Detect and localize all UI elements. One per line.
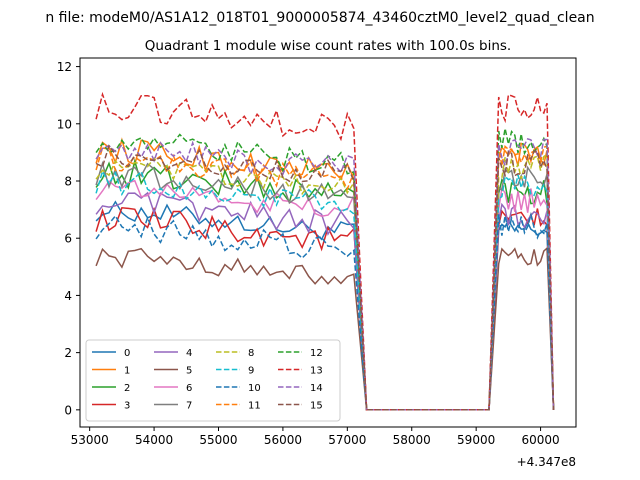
x-axis: 53000 54000 55000 56000 57000 58000 59000 60000 (71, 427, 560, 447)
legend-box (85, 339, 341, 422)
series-line-9 (95, 169, 555, 411)
legend-label-6: 6 (186, 383, 192, 394)
y-tick-label: 8 (64, 175, 72, 189)
figure-suptitle: n file: modeM0/AS1A12_018T01_9000005874_… (45, 10, 594, 26)
series-line-6 (95, 179, 555, 411)
legend-label-10: 10 (248, 383, 261, 394)
series-line-4 (95, 191, 555, 411)
x-tick-label: 57000 (328, 433, 366, 447)
series-layer (95, 91, 555, 411)
legend-label-0: 0 (124, 348, 130, 359)
y-tick-label: 6 (64, 232, 72, 246)
series-line-15 (95, 144, 555, 411)
y-axis: 0 2 4 6 8 10 12 (57, 60, 80, 417)
series-line-14 (95, 138, 555, 411)
y-tick-label: 12 (57, 60, 72, 74)
series-line-10 (95, 211, 555, 411)
legend-label-5: 5 (186, 366, 192, 377)
series-line-7 (95, 160, 555, 411)
legend-label-12: 12 (310, 348, 323, 359)
legend-label-3: 3 (124, 401, 130, 412)
legend-label-1: 1 (124, 366, 130, 377)
y-tick-label: 0 (64, 403, 72, 417)
y-tick-label: 10 (57, 117, 72, 131)
series-line-8 (95, 152, 555, 411)
x-tick-label: 53000 (71, 433, 109, 447)
series-line-3 (95, 206, 555, 411)
x-tick-label: 60000 (521, 433, 559, 447)
x-tick-label: 56000 (264, 433, 302, 447)
legend-label-8: 8 (248, 348, 254, 359)
legend-label-15: 15 (310, 401, 323, 412)
x-tick-label: 55000 (199, 433, 237, 447)
legend-label-14: 14 (310, 383, 323, 394)
series-line-11 (95, 144, 555, 411)
x-tick-label: 58000 (393, 433, 431, 447)
x-offset-label: +4.347e8 (517, 455, 576, 469)
series-line-5 (95, 246, 555, 411)
axes-frame (79, 57, 577, 428)
x-tick-label: 54000 (135, 433, 173, 447)
legend-label-4: 4 (186, 348, 192, 359)
legend-label-13: 13 (310, 366, 323, 377)
series-line-13 (95, 91, 555, 411)
y-tick-label: 4 (64, 289, 72, 303)
legend-label-11: 11 (248, 401, 261, 412)
y-tick-label: 2 (64, 346, 72, 360)
legend-label-2: 2 (124, 383, 130, 394)
x-tick-label: 59000 (457, 433, 495, 447)
legend-label-7: 7 (186, 401, 192, 412)
chart-title: Quadrant 1 module wise count rates with … (145, 38, 511, 54)
legend-label-9: 9 (248, 366, 254, 377)
